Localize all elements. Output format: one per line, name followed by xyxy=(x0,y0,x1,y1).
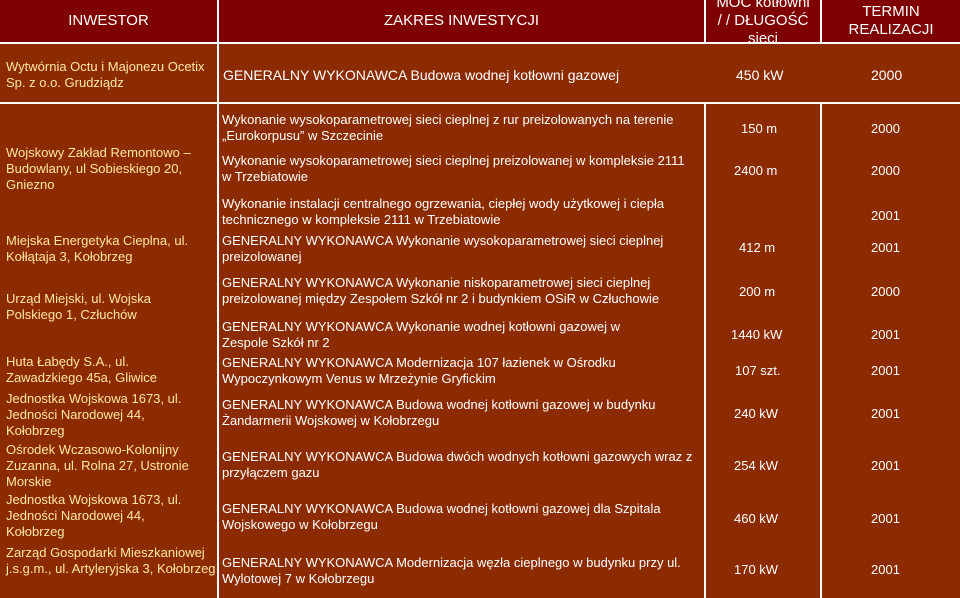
date-column xyxy=(822,104,960,598)
work-text: Wykonanie instalacji centralnego ogrzewa… xyxy=(222,196,665,227)
power-value: 170 kW xyxy=(734,562,779,577)
investor-text: Zarząd Gospodarki Mieszkaniowej j.s.g.m.… xyxy=(6,545,216,576)
year-value: 2000 xyxy=(871,121,900,136)
power-value: 460 kW xyxy=(734,511,779,526)
year-value: 2001 xyxy=(871,327,900,342)
year-value: 2000 xyxy=(871,284,900,299)
header-investor-label: INWESTOR xyxy=(68,12,149,29)
year-value: 2001 xyxy=(871,511,900,526)
header-scope: ZAKRES INWESTYCJI xyxy=(219,0,704,42)
work-text: GENERALNY WYKONAWCA Budowa wodnej kotłow… xyxy=(222,397,656,428)
power-value: 240 kW xyxy=(734,406,779,421)
work-text: Wykonanie wysokoparametrowej sieci ciepl… xyxy=(222,112,674,143)
year-value: 2001 xyxy=(871,240,900,255)
top-row-scope: GENERALNY WYKONAWCA Budowa wodnej kotłow… xyxy=(223,67,620,83)
investor-column xyxy=(0,104,217,598)
power-value: 150 m xyxy=(741,121,778,136)
investor-text: Wojskowy Zakład Remontowo – Budowlany, u… xyxy=(6,145,191,192)
work-text: Wykonanie wysokoparametrowej sieci ciepl… xyxy=(222,153,685,184)
investor-text: Jednostka Wojskowa 1673, ul. Jedności Na… xyxy=(6,391,182,438)
top-row-power: 450 kW xyxy=(736,67,784,83)
power-value: 254 kW xyxy=(734,458,779,473)
year-value: 2001 xyxy=(871,406,900,421)
top-row-investor-cell xyxy=(0,44,217,102)
work-text: GENERALNY WYKONAWCA Budowa wodnej kotłow… xyxy=(222,501,661,532)
investor-text: Urząd Miejski, ul. Wojska Polskiego 1, C… xyxy=(6,291,151,322)
header-investor: INWESTOR xyxy=(0,0,217,42)
power-column xyxy=(706,104,820,598)
year-value: 2001 xyxy=(871,363,900,378)
top-row-investor: Wytwórnia Octu i Majonezu Ocetix Sp. z o… xyxy=(6,59,205,90)
investor-text: Ośrodek Wczasowo-Kolonijny Zuzanna, ul. … xyxy=(6,442,189,489)
header-date: TERMIN REALIZACJI xyxy=(822,0,960,42)
top-row-scope-cell xyxy=(219,44,960,102)
year-value: 2001 xyxy=(871,562,900,577)
investor-text: Huta Łabędy S.A., ul. Zawadzkiego 45a, G… xyxy=(6,354,158,385)
year-value: 2000 xyxy=(871,163,900,178)
top-row-year: 2000 xyxy=(871,67,903,83)
power-value: 412 m xyxy=(739,240,776,255)
header-date-label: TERMIN REALIZACJI xyxy=(848,3,934,38)
work-text: GENERALNY WYKONAWCA Wykonanie niskoparam… xyxy=(222,275,660,306)
year-value: 2001 xyxy=(871,458,900,473)
work-text: GENERALNY WYKONAWCA Budowa dwóch wodnych… xyxy=(222,449,693,480)
header-power-label: MOC kotłowni / / DŁUGOŚĆ sieci xyxy=(716,0,810,47)
power-value: 107 szt. xyxy=(735,363,781,378)
work-text: GENERALNY WYKONAWCA Modernizacja węzła c… xyxy=(222,555,681,586)
work-text: GENERALNY WYKONAWCA Wykonanie wodnej kot… xyxy=(222,319,620,350)
work-text: GENERALNY WYKONAWCA Wykonanie wysokopara… xyxy=(222,233,664,264)
power-value: 1440 kW xyxy=(731,327,783,342)
header-scope-label: ZAKRES INWESTYCJI xyxy=(383,12,540,29)
power-value: 200 m xyxy=(739,284,776,299)
investor-text: Miejska Energetyka Cieplna, ul. Kołłątaj… xyxy=(6,233,189,264)
investor-text: Jednostka Wojskowa 1673, ul. Jedności Na… xyxy=(6,492,182,539)
works-column xyxy=(219,104,704,598)
header-power: MOC kotłowni / / DŁUGOŚĆ sieci xyxy=(706,0,820,47)
year-value: 2001 xyxy=(871,208,900,223)
work-text: GENERALNY WYKONAWCA Modernizacja 107 łaz… xyxy=(222,355,616,386)
power-value: 2400 m xyxy=(734,163,778,178)
